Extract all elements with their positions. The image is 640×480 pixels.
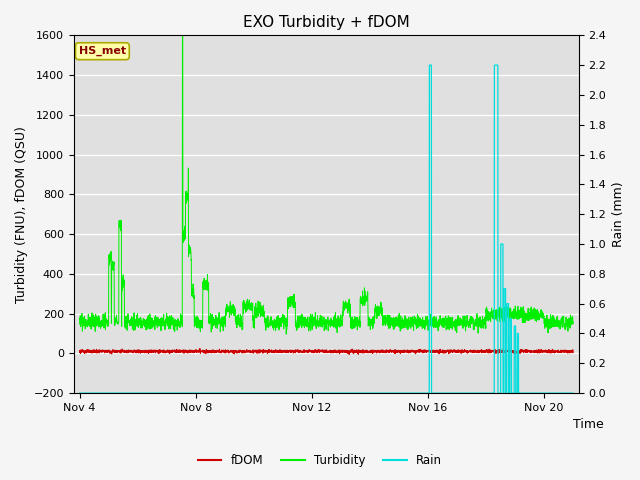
Legend: fDOM, Turbidity, Rain: fDOM, Turbidity, Rain bbox=[193, 449, 447, 472]
Title: EXO Turbidity + fDOM: EXO Turbidity + fDOM bbox=[243, 15, 410, 30]
X-axis label: Time: Time bbox=[573, 419, 604, 432]
Y-axis label: Turbidity (FNU), fDOM (QSU): Turbidity (FNU), fDOM (QSU) bbox=[15, 126, 28, 303]
Y-axis label: Rain (mm): Rain (mm) bbox=[612, 181, 625, 247]
Text: HS_met: HS_met bbox=[79, 46, 126, 56]
